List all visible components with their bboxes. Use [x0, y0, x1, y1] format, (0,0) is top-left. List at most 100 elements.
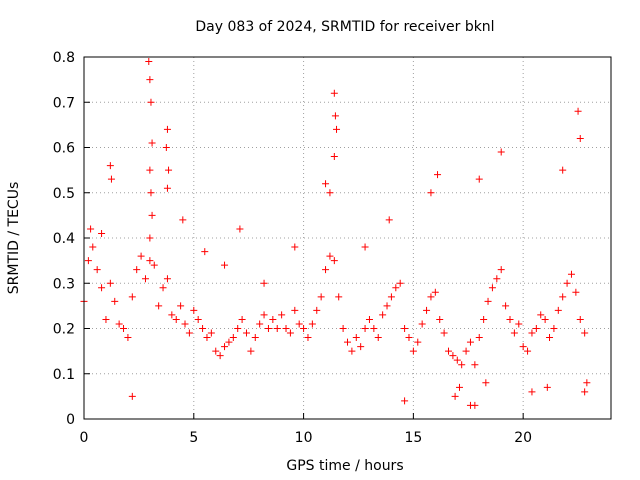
data-point	[145, 58, 153, 66]
data-point	[453, 356, 461, 364]
data-point	[543, 383, 551, 391]
data-point	[128, 293, 136, 301]
data-point	[148, 211, 156, 219]
data-point	[326, 189, 334, 197]
data-point	[497, 148, 505, 156]
data-point	[449, 352, 457, 360]
data-point	[506, 315, 514, 323]
data-point	[330, 257, 338, 265]
data-point	[242, 329, 250, 337]
data-point	[434, 171, 442, 179]
data-point	[554, 306, 562, 314]
data-point	[146, 257, 154, 265]
data-point	[379, 311, 387, 319]
data-point	[331, 112, 339, 120]
data-point	[107, 175, 115, 183]
data-point	[436, 315, 444, 323]
data-point	[576, 134, 584, 142]
data-point	[179, 216, 187, 224]
data-point	[238, 315, 246, 323]
data-point	[431, 288, 439, 296]
data-point	[559, 293, 567, 301]
y-tick-label: 0.5	[53, 186, 75, 202]
data-point	[581, 329, 589, 337]
data-point	[532, 325, 540, 332]
data-point	[451, 392, 459, 400]
data-point	[361, 325, 369, 332]
data-point	[583, 379, 591, 387]
data-point	[247, 347, 255, 355]
y-tick-label: 0.3	[53, 276, 75, 292]
data-point	[445, 347, 453, 355]
data-point	[510, 329, 518, 337]
data-point	[84, 257, 92, 265]
data-point	[295, 320, 303, 328]
data-point	[146, 166, 154, 174]
data-point	[409, 347, 417, 355]
data-point	[256, 320, 264, 328]
data-point	[165, 166, 173, 174]
data-point	[308, 320, 316, 328]
data-point	[537, 311, 545, 319]
x-tick-label: 10	[295, 430, 313, 446]
data-point	[383, 302, 391, 310]
data-point	[348, 347, 356, 355]
data-point	[559, 166, 567, 174]
data-point	[141, 275, 149, 283]
data-point	[190, 306, 198, 314]
data-point	[291, 306, 299, 314]
data-point	[427, 293, 435, 301]
data-point	[159, 284, 167, 292]
data-point	[493, 275, 501, 283]
data-point	[133, 266, 141, 274]
y-tick-label: 0.7	[53, 95, 75, 111]
data-point	[102, 315, 110, 323]
y-tick-label: 0	[66, 412, 75, 428]
data-point	[225, 338, 233, 346]
x-tick-label: 15	[404, 430, 422, 446]
data-point	[455, 383, 463, 391]
data-point	[475, 175, 483, 183]
data-point	[357, 343, 365, 351]
data-point	[128, 392, 136, 400]
axis-ticks: 0 5 10 15 20 0 0.1 0.2 0.3 0.4 0.5 0.6 0.7 0.8	[53, 50, 532, 446]
data-point	[326, 252, 334, 260]
data-point	[385, 216, 393, 224]
data-point	[440, 329, 448, 337]
data-point	[502, 302, 510, 310]
data-point	[401, 325, 409, 332]
data-point	[273, 325, 281, 332]
data-point	[563, 279, 571, 287]
data-point	[282, 325, 290, 332]
data-point	[471, 401, 479, 409]
y-tick-label: 0.2	[53, 322, 75, 338]
data-point	[251, 334, 259, 342]
data-point	[572, 288, 580, 296]
data-point	[115, 320, 123, 328]
data-point	[339, 325, 347, 332]
data-point	[172, 315, 180, 323]
data-point	[471, 361, 479, 369]
data-point	[146, 76, 154, 84]
data-points	[80, 58, 591, 409]
data-point	[260, 311, 268, 319]
data-point	[146, 234, 154, 242]
data-point	[387, 293, 395, 301]
x-axis-label: GPS time / hours	[286, 458, 403, 474]
data-point	[497, 266, 505, 274]
data-point	[528, 388, 536, 396]
data-point	[462, 347, 470, 355]
data-point	[333, 125, 341, 133]
data-point	[330, 153, 338, 161]
data-point	[124, 334, 132, 342]
data-point	[260, 279, 268, 287]
data-point	[374, 334, 382, 342]
data-point	[162, 144, 170, 151]
x-tick-label: 0	[80, 430, 89, 446]
y-tick-label: 0.1	[53, 367, 75, 383]
grid-lines	[84, 57, 611, 419]
data-point	[147, 189, 155, 197]
data-point	[163, 125, 171, 133]
data-point	[93, 266, 101, 274]
